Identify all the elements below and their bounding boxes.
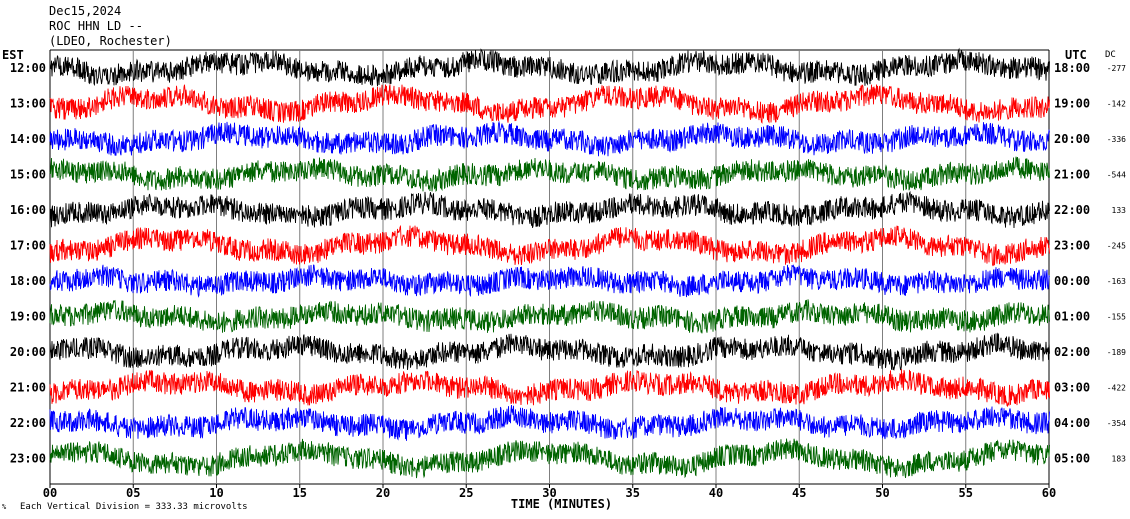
- dc-offset-label: -245: [1107, 242, 1126, 251]
- est-hour-label: 22:00: [10, 416, 46, 430]
- seismic-trace: [49, 47, 1050, 87]
- dc-title: DC: [1105, 50, 1116, 60]
- x-tick-label: 10: [209, 486, 223, 500]
- x-tick-label: 55: [959, 486, 973, 500]
- seismic-trace: [49, 438, 1050, 479]
- seismic-trace: [49, 120, 1050, 157]
- utc-hour-label: 00:00: [1054, 274, 1090, 288]
- seismic-trace: [49, 299, 1050, 334]
- x-tick-label: 20: [376, 486, 390, 500]
- label-layer: 00 05 10 15 20 25 30 35 40 45 50 55 60 EST UTC DC TIME (…: [2, 48, 1126, 512]
- utc-hour-label: 19:00: [1054, 97, 1090, 111]
- est-hour-label: 17:00: [10, 239, 46, 253]
- est-hour-label: 19:00: [10, 310, 46, 324]
- seismic-trace: [49, 332, 1050, 371]
- seismic-trace: [49, 368, 1050, 408]
- est-hour-label: 18:00: [10, 274, 46, 288]
- chart-station: ROC HHN LD --: [49, 19, 143, 33]
- x-tick-label: 35: [626, 486, 640, 500]
- seismic-trace: [49, 224, 1050, 267]
- dc-offset-label: -422: [1107, 384, 1126, 393]
- chart-network: (LDEO, Rochester): [49, 34, 172, 48]
- x-tick-label: 25: [459, 486, 473, 500]
- dc-offset-label: -277: [1107, 64, 1126, 73]
- est-hour-label: 21:00: [10, 381, 46, 395]
- dc-offset-label: 183: [1112, 455, 1127, 464]
- utc-hour-label: 02:00: [1054, 345, 1090, 359]
- est-hour-label: 13:00: [10, 97, 46, 111]
- footnote: Each Vertical Division = 333.33 microvol…: [20, 502, 248, 512]
- dc-offset-label: -189: [1107, 348, 1126, 357]
- est-hour-label: 15:00: [10, 168, 46, 182]
- est-hour-label: 16:00: [10, 203, 46, 217]
- seismic-trace: [49, 84, 1050, 124]
- est-hour-label: 20:00: [10, 345, 46, 359]
- dc-offset-label: -544: [1107, 171, 1126, 180]
- utc-hour-label: 05:00: [1054, 452, 1090, 466]
- x-tick-label: 40: [709, 486, 723, 500]
- x-tick-label: 00: [43, 486, 57, 500]
- dc-offset-label: -336: [1107, 135, 1126, 144]
- dc-offset-label: -163: [1107, 277, 1126, 286]
- trace-layer: [49, 47, 1050, 479]
- x-axis-title: TIME (MINUTES): [511, 497, 612, 511]
- utc-hour-label: 22:00: [1054, 203, 1090, 217]
- seismic-trace: [49, 404, 1050, 441]
- dc-offset-label: -142: [1107, 100, 1126, 109]
- dc-offset-label: 133: [1112, 206, 1127, 215]
- dc-offset-label: -155: [1107, 313, 1126, 322]
- utc-hour-label: 04:00: [1054, 416, 1090, 430]
- utc-hour-label: 23:00: [1054, 239, 1090, 253]
- x-tick-label: 50: [875, 486, 889, 500]
- est-hour-label: 12:00: [10, 61, 46, 75]
- chart-date: Dec15,2024: [49, 4, 122, 18]
- x-tick-label: 05: [126, 486, 140, 500]
- left-axis-title: EST: [2, 48, 24, 62]
- x-tick-label: 15: [293, 486, 307, 500]
- utc-hour-label: 01:00: [1054, 310, 1090, 324]
- seismic-trace: [49, 190, 1050, 229]
- seismic-trace: [49, 264, 1050, 298]
- footnote-mark: %: [2, 503, 7, 511]
- utc-hour-label: 03:00: [1054, 381, 1090, 395]
- utc-hour-label: 21:00: [1054, 168, 1090, 182]
- utc-hour-label: 20:00: [1054, 132, 1090, 146]
- est-hour-label: 23:00: [10, 452, 46, 466]
- est-hour-label: 14:00: [10, 132, 46, 146]
- x-tick-label: 45: [792, 486, 806, 500]
- x-tick-label: 30: [542, 486, 556, 500]
- seismic-trace: [49, 156, 1050, 192]
- right-axis-title: UTC: [1065, 48, 1087, 62]
- utc-hour-label: 18:00: [1054, 61, 1090, 75]
- x-tick-label: 60: [1042, 486, 1056, 500]
- dc-offset-label: -354: [1107, 419, 1126, 428]
